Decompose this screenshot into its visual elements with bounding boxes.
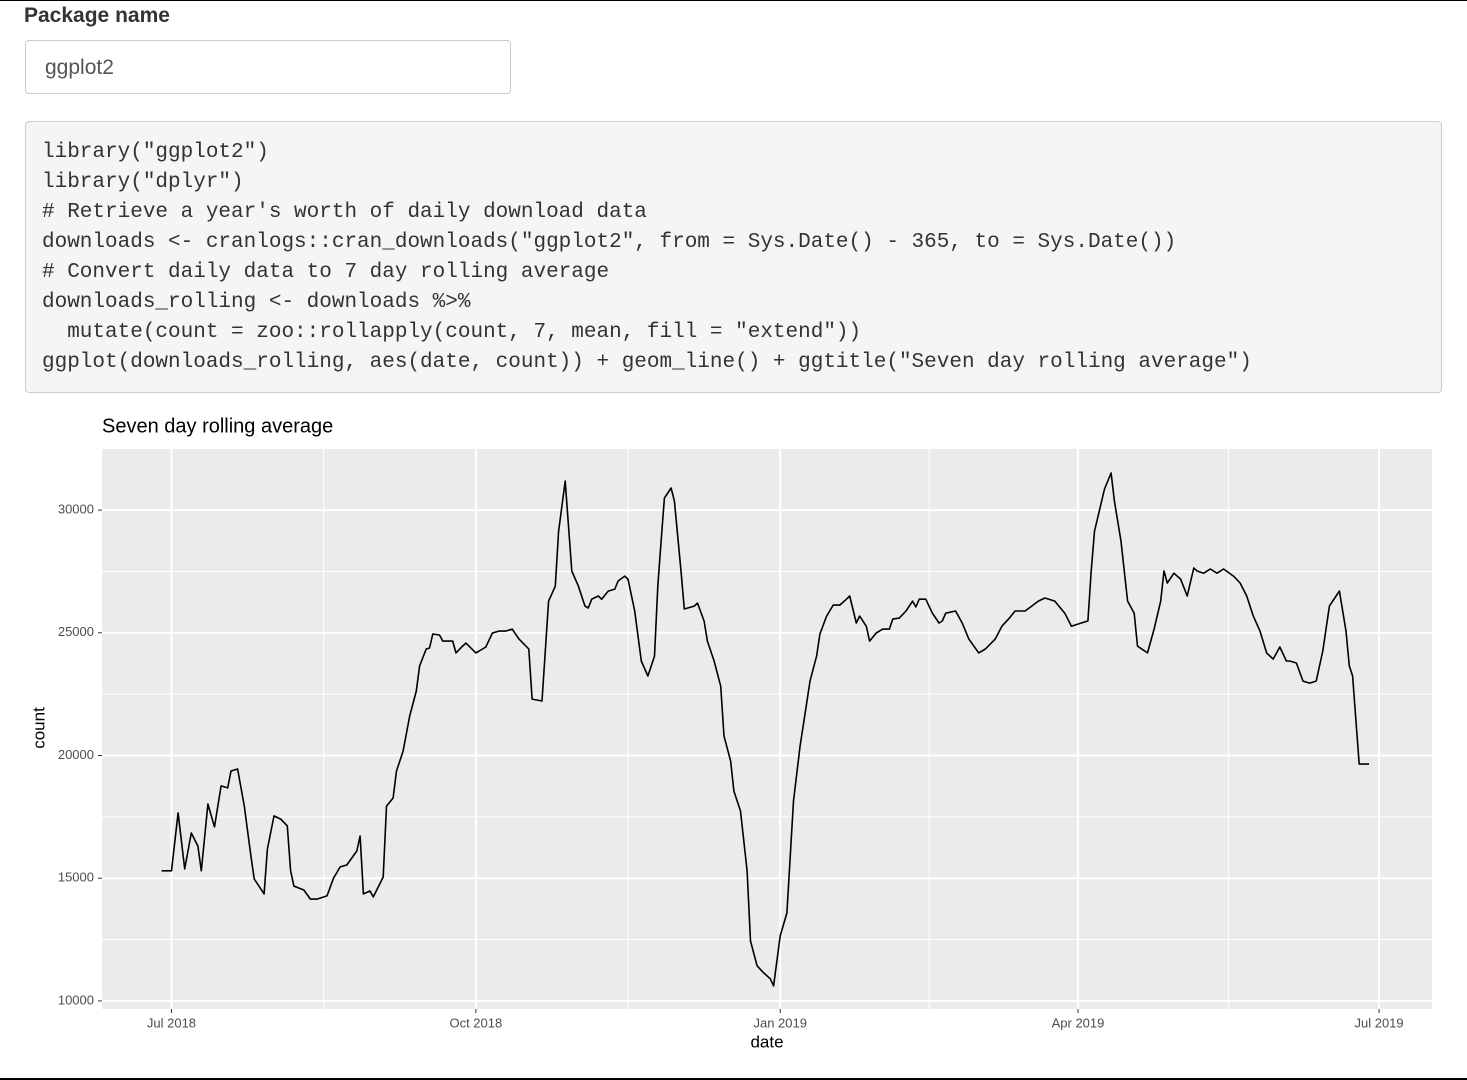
x-tick-label: Apr 2019 [1052, 1015, 1105, 1030]
code-line: library("ggplot2") [42, 141, 269, 164]
chart-title: Seven day rolling average [102, 415, 333, 437]
x-axis-title: date [750, 1032, 783, 1051]
code-line: downloads_rolling <- downloads %>% [42, 291, 471, 314]
x-tick-label: Jan 2019 [753, 1015, 807, 1030]
x-tick-label: Jul 2019 [1354, 1015, 1403, 1030]
input-label: Package name [24, 4, 170, 27]
data-line [161, 472, 1370, 987]
y-tick-label: 15000 [58, 870, 94, 885]
y-tick-label: 20000 [58, 747, 94, 762]
y-tick-label: 25000 [58, 624, 94, 639]
y-tick-label: 10000 [58, 992, 94, 1007]
code-line: # Convert daily data to 7 day rolling av… [42, 261, 610, 284]
y-tick-label: 30000 [58, 502, 94, 517]
y-axis-title: count [29, 707, 48, 749]
chart: Seven day rolling average date count 100… [29, 415, 1432, 1051]
code-line: # Retrieve a year's worth of daily downl… [42, 201, 647, 224]
panel [102, 449, 1432, 1009]
code-line: downloads <- cranlogs::cran_downloads("g… [42, 231, 1177, 254]
code-line: ggplot(downloads_rolling, aes(date, coun… [42, 351, 1252, 374]
text-input[interactable]: ggplot2 [25, 40, 511, 94]
x-tick-label: Jul 2018 [147, 1015, 196, 1030]
code-line: library("dplyr") [42, 171, 244, 194]
bottom-border [0, 1078, 1467, 1080]
code-block: library("ggplot2") library("dplyr") # Retr… [25, 121, 1442, 393]
x-tick-label: Oct 2018 [449, 1015, 502, 1030]
code-line: mutate(count = zoo::rollapply(count, 7, … [42, 321, 862, 344]
